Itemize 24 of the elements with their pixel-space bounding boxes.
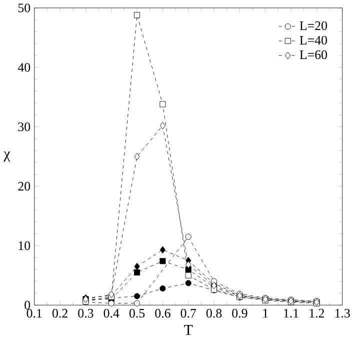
x-tick-label: 0.7 — [180, 309, 196, 318]
x-tick-label: 1.3 — [335, 309, 350, 318]
legend-label: L=40 — [300, 36, 328, 45]
x-tick-label: 1.2 — [310, 309, 324, 318]
x-tick-label: 0.2 — [52, 309, 68, 318]
x-tick-label: 0.1 — [26, 309, 42, 318]
x-tick-label: 0.8 — [206, 309, 222, 318]
legend-label: L=20 — [300, 22, 328, 30]
y-tick-label: 10 — [18, 242, 30, 250]
x-tick-label: 0.4 — [104, 309, 120, 318]
x-tick-label: 1 — [263, 309, 268, 318]
y-tick-label: 50 — [18, 4, 30, 13]
x-tick-label: 0.9 — [232, 309, 248, 318]
y-axis-title: χ — [4, 152, 10, 162]
y-tick-label: 0 — [24, 300, 30, 310]
x-tick-label: 1.1 — [284, 309, 298, 318]
x-axis-title: T — [184, 325, 193, 336]
x-tick-label: 0.6 — [155, 309, 170, 318]
legend-label: L=60 — [300, 50, 328, 60]
y-tick-label: 20 — [18, 182, 30, 191]
x-tick-label: 0.3 — [78, 309, 94, 318]
y-tick-label: 40 — [18, 63, 30, 72]
y-tick-label: 30 — [18, 122, 30, 132]
x-tick-label: 0.5 — [129, 309, 145, 318]
